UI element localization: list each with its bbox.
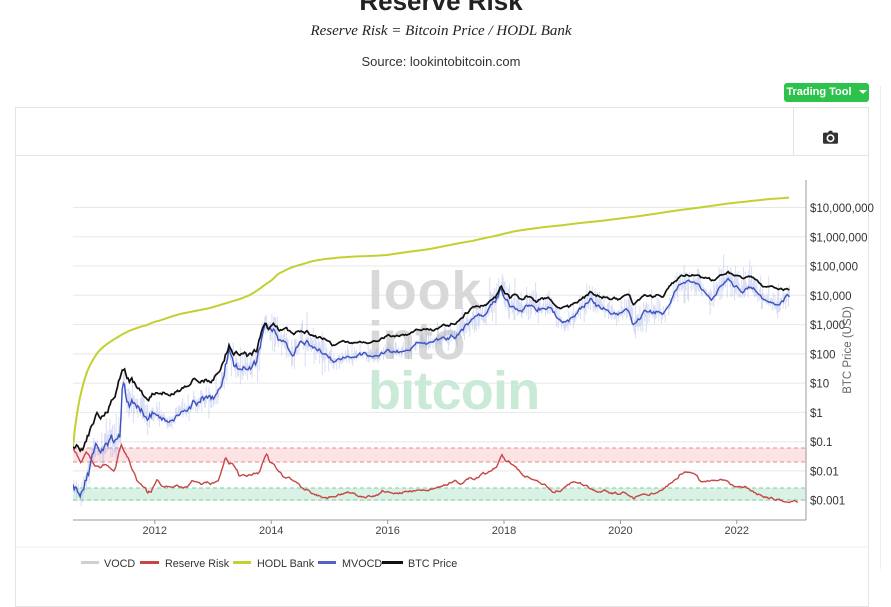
svg-text:bitcoin: bitcoin bbox=[368, 361, 539, 421]
svg-text:into: into bbox=[368, 311, 465, 371]
svg-text:$10,000,000: $10,000,000 bbox=[810, 203, 874, 215]
svg-text:2022: 2022 bbox=[725, 525, 749, 537]
svg-text:$10: $10 bbox=[810, 379, 829, 391]
svg-text:$10,000: $10,000 bbox=[810, 291, 852, 303]
svg-text:2012: 2012 bbox=[143, 525, 167, 537]
svg-text:look: look bbox=[368, 261, 482, 321]
svg-text:$100: $100 bbox=[810, 349, 836, 361]
svg-text:BTC Price (USD): BTC Price (USD) bbox=[842, 306, 854, 394]
svg-text:2016: 2016 bbox=[375, 525, 399, 537]
svg-text:MVOCD: MVOCD bbox=[342, 558, 382, 569]
svg-text:$100,000: $100,000 bbox=[810, 262, 858, 274]
svg-text:$0.001: $0.001 bbox=[810, 496, 845, 508]
svg-text:2014: 2014 bbox=[259, 525, 283, 537]
svg-text:$0.1: $0.1 bbox=[810, 437, 832, 449]
svg-text:Reserve Risk: Reserve Risk bbox=[165, 558, 230, 569]
svg-text:VOCD: VOCD bbox=[104, 558, 135, 569]
svg-text:2018: 2018 bbox=[492, 525, 516, 537]
svg-text:2020: 2020 bbox=[608, 525, 632, 537]
svg-text:$1,000,000: $1,000,000 bbox=[810, 232, 868, 244]
svg-text:$0.01: $0.01 bbox=[810, 466, 839, 478]
svg-text:BTC Price: BTC Price bbox=[408, 558, 457, 569]
svg-text:$1,000: $1,000 bbox=[810, 320, 845, 332]
svg-text:$1: $1 bbox=[810, 408, 823, 420]
svg-text:HODL Bank: HODL Bank bbox=[257, 558, 315, 569]
